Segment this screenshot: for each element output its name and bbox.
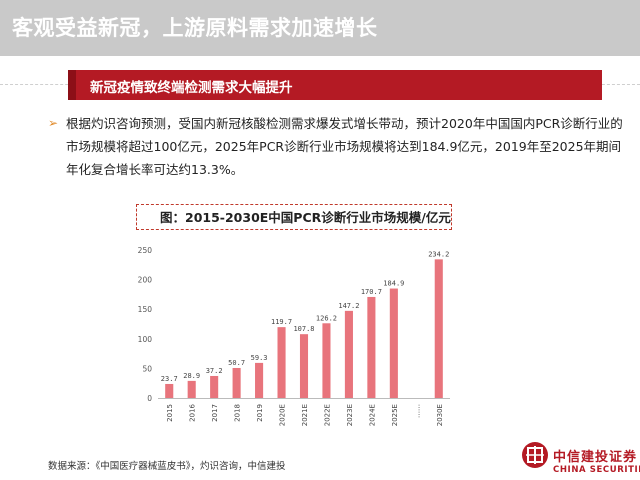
y-tick-label: 0 [147,394,152,403]
banner-text: 新冠疫情致终端检测需求大幅提升 [90,80,293,96]
x-tick-label: 2019 [256,404,264,422]
market-size-bar-chart: 0 50 100 150 200 250 23.7 2015 28.9 2016 37.2 2017 5… [138,246,450,426]
data-label: 37.2 [206,367,223,375]
title-bar [0,0,640,56]
data-label: 50.7 [228,359,245,367]
y-tick-label: 100 [138,335,153,344]
banner-accent [68,70,76,100]
y-tick-label: 150 [138,305,153,314]
data-label: 170.7 [361,288,382,296]
x-tick-label: 2018 [234,404,242,422]
x-tick-label: 2017 [211,404,219,422]
x-tick-label: 2023E [346,404,354,426]
bar [434,259,443,398]
bar [187,380,196,398]
data-label: 234.2 [428,250,449,258]
bar [165,383,174,398]
chart-title: 图：2015-2030E中国PCR诊断行业市场规模/亿元 [160,210,451,225]
logo-name: 中信建投证券 [553,450,638,465]
x-tick-label: 2021E [301,404,309,426]
data-label: 126.2 [316,314,337,322]
bar [277,327,286,398]
x-tick-label: 2015 [166,404,174,422]
data-label: 119.7 [271,318,292,326]
data-label: 28.9 [183,372,200,380]
data-label: 59.3 [251,354,268,362]
data-label: 23.7 [161,375,178,383]
chart-title-frame [136,204,452,230]
page-title: 客观受益新冠，上游原料需求加速增长 [12,16,378,40]
china-securities-logo-icon [522,442,548,468]
bar [232,367,241,398]
logo-english-name: CHINA SECURITIES [553,465,640,475]
y-tick-label: 200 [138,276,153,285]
data-label: 184.9 [383,280,404,288]
bar [299,334,309,398]
x-tick-label: 2025E [391,404,399,426]
x-tick-label: 2022E [323,404,331,426]
data-label: 107.8 [293,325,314,333]
data-source-note: 数据来源：《中国医疗器械蓝皮书》，灼识咨询，中信建投 [48,461,286,472]
bar [367,296,376,398]
x-tick-label: …… [413,404,421,418]
bullet-arrow-icon: ➢ [48,116,59,130]
data-label: 147.2 [338,302,359,310]
section-banner [68,70,602,100]
bar [389,288,398,398]
bar [344,310,353,398]
body-paragraph: 根据灼识咨询预测，受国内新冠核酸检测需求爆发式增长带动，预计2020年中国国内P… [66,116,623,177]
x-tick-label: 2016 [189,403,197,421]
y-tick-label: 250 [138,246,153,255]
x-tick-label: 2024E [368,404,376,426]
x-tick-label: 2030E [436,404,444,426]
bar [322,323,331,398]
bar [210,375,219,398]
x-tick-label: 2020E [279,404,287,426]
bar [255,362,264,398]
y-tick-label: 50 [142,364,152,373]
